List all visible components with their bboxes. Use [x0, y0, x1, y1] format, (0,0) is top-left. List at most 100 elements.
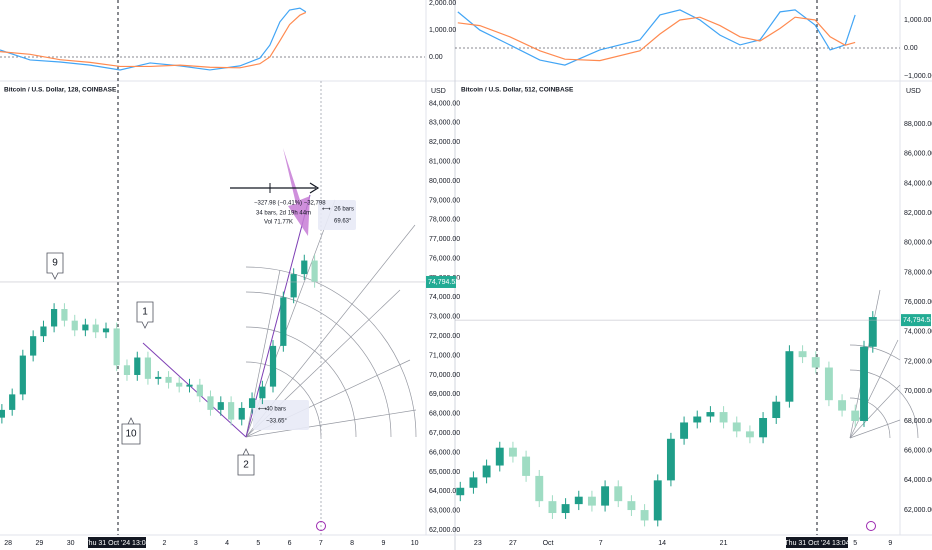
- y-tick-label: 69,000.00: [429, 391, 460, 398]
- y-tick-label: 62,000.00: [429, 527, 460, 534]
- wave-label: 10: [125, 429, 137, 440]
- candle-body: [587, 496, 596, 506]
- candle-body: [228, 402, 235, 420]
- osc-tick-label: 2,000.00: [429, 0, 456, 7]
- candle-body: [785, 351, 794, 402]
- price-label: 74,794.53: [428, 279, 459, 286]
- crosshair-box: [88, 537, 146, 548]
- price-badge: [901, 314, 931, 327]
- osc-tick-label: 0.00: [904, 45, 918, 52]
- y-tick-label: 79,000.00: [429, 197, 460, 204]
- candle-body: [61, 309, 68, 321]
- price-label: 74,794.53: [903, 317, 932, 324]
- measure-icon: ⟷: [322, 207, 331, 213]
- candle-body: [772, 401, 781, 419]
- candle-body: [548, 501, 557, 514]
- candle-body: [280, 297, 287, 346]
- candle-body: [269, 345, 277, 387]
- y-tick-label: 71,000.00: [429, 352, 460, 359]
- candle-body: [186, 384, 193, 387]
- price-badge: [426, 275, 456, 288]
- candle-body: [469, 477, 478, 488]
- y-tick-label: 66,000.00: [429, 449, 460, 456]
- trend-line: [245, 194, 311, 438]
- crosshair-label: Thu 31 Oct '24 13:04: [784, 540, 849, 547]
- candle-body: [113, 328, 120, 366]
- panel-title: Bitcoin / U.S. Dollar, 512, COINBASE: [461, 87, 574, 94]
- wave-label: 9: [52, 258, 58, 269]
- candle-body: [92, 324, 99, 333]
- y-tick-label: 62,000.00: [904, 507, 932, 514]
- osc-line: [457, 16, 856, 62]
- y-axis-label: USD: [906, 88, 921, 95]
- arrow-head: [309, 182, 320, 194]
- candle-body: [134, 357, 141, 375]
- y-tick-label: 64,000.00: [904, 477, 932, 484]
- event-icon[interactable]: [316, 521, 326, 531]
- candle-body: [838, 400, 847, 411]
- x-tick-label: 7: [319, 540, 323, 547]
- measure-text: 69.63°: [334, 219, 352, 225]
- candle-body: [535, 475, 544, 502]
- candle-body: [522, 456, 531, 476]
- y-tick-label: 83,000.00: [429, 120, 460, 127]
- candle-body: [495, 447, 504, 466]
- candle-body: [301, 260, 308, 275]
- measure-info: −327.98 (−0.41%) −32,798: [254, 201, 326, 207]
- y-tick-label: 74,000.00: [429, 294, 460, 301]
- crosshair-box: [786, 537, 848, 548]
- x-tick-label: 9: [381, 540, 385, 547]
- candle-body: [176, 382, 183, 387]
- candle-body: [627, 501, 636, 511]
- candle-body: [693, 416, 702, 423]
- y-tick-label: 70,000.00: [904, 388, 932, 395]
- candle-body: [217, 402, 224, 410]
- candle-body: [102, 328, 110, 333]
- candle-body: [680, 422, 689, 439]
- wave-label: 2: [243, 460, 249, 471]
- candle-body: [207, 396, 214, 410]
- y-tick-label: 76,000.00: [429, 255, 460, 262]
- y-tick-label: 68,000.00: [429, 411, 460, 418]
- x-tick-label: 2: [163, 540, 167, 547]
- x-tick-label: 4: [225, 540, 229, 547]
- x-tick-label: 6: [288, 540, 292, 547]
- y-tick-label: 72,000.00: [429, 333, 460, 340]
- x-tick-label: 8: [350, 540, 354, 547]
- y-tick-label: 72,000.00: [904, 358, 932, 365]
- candle-body: [759, 418, 768, 438]
- osc-tick-label: 1,000.00: [429, 27, 456, 34]
- candle-body: [456, 487, 465, 496]
- candle-body: [860, 346, 868, 421]
- candle-body: [248, 398, 256, 408]
- candle-body: [259, 386, 266, 399]
- x-tick-label: Oct: [543, 540, 554, 547]
- candle-body: [614, 486, 623, 502]
- x-tick-label: 14: [658, 540, 666, 547]
- candle-body: [798, 351, 807, 358]
- candle-body: [851, 410, 860, 421]
- osc-line: [0, 7, 307, 71]
- y-tick-label: 86,000.00: [904, 151, 932, 158]
- x-tick-label: 23: [474, 540, 482, 547]
- candle-body: [71, 320, 78, 331]
- candle-body: [290, 274, 297, 298]
- arrow-marker: [283, 148, 310, 236]
- candle-body: [640, 510, 649, 521]
- y-tick-label: 77,000.00: [429, 236, 460, 243]
- candle-body: [653, 480, 662, 521]
- candle-body: [0, 409, 5, 418]
- y-tick-label: 88,000.00: [904, 121, 932, 128]
- y-tick-label: 66,000.00: [904, 448, 932, 455]
- event-icon[interactable]: [866, 521, 876, 531]
- y-tick-label: 78,000.00: [429, 217, 460, 224]
- candle-body: [561, 504, 570, 514]
- x-tick-label: 9: [888, 540, 892, 547]
- candle-body: [311, 260, 318, 282]
- y-tick-label: 63,000.00: [429, 508, 460, 515]
- y-tick-label: 84,000.00: [904, 180, 932, 187]
- candle-body: [706, 412, 715, 417]
